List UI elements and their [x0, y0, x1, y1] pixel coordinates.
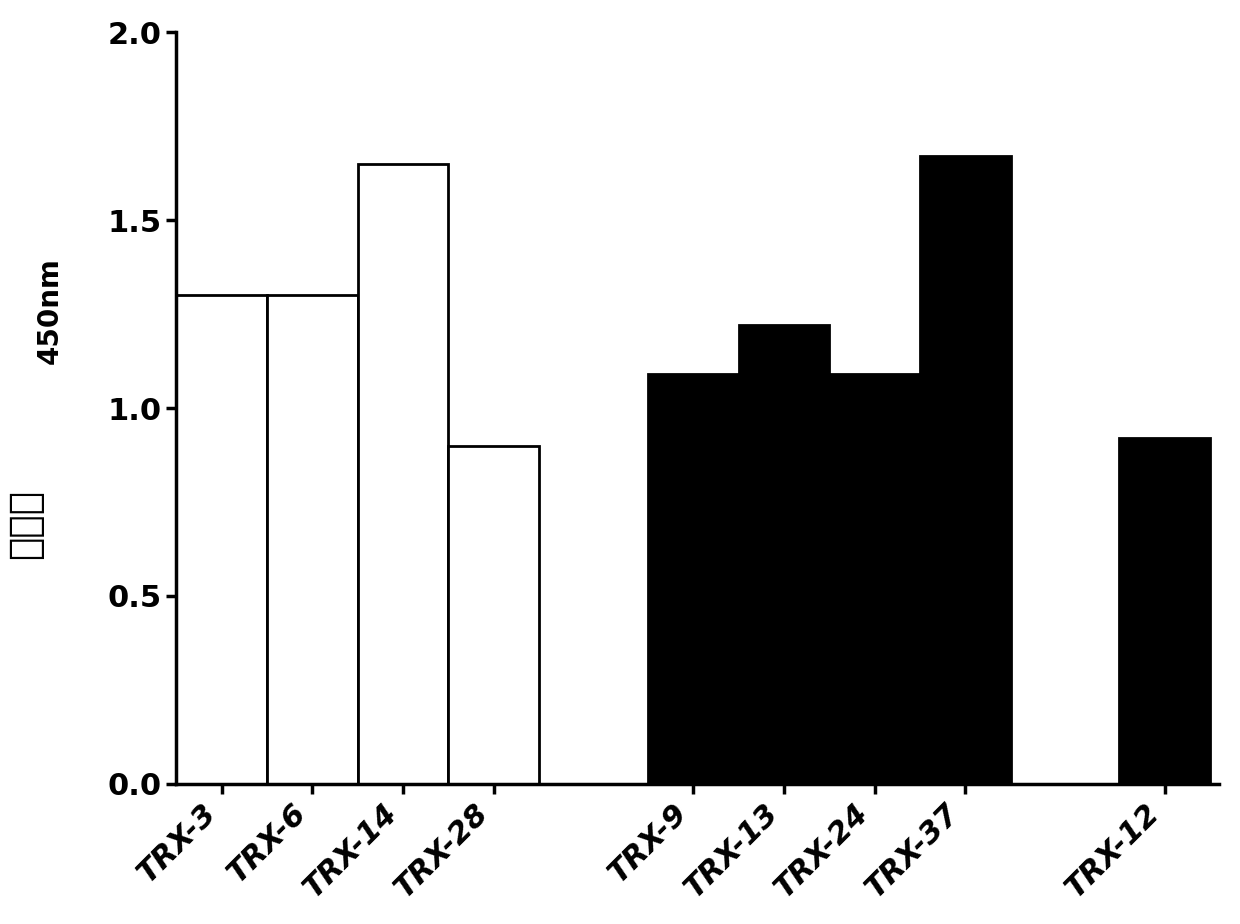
Bar — [920, 156, 1011, 784]
Bar — [1120, 438, 1210, 784]
Bar — [357, 164, 449, 784]
Bar — [830, 374, 920, 784]
Bar — [739, 325, 830, 784]
Text: 吸光値: 吸光値 — [6, 489, 43, 559]
Bar — [176, 296, 267, 784]
Bar — [647, 374, 739, 784]
Bar — [267, 296, 357, 784]
Text: 450nm: 450nm — [36, 257, 63, 363]
Bar — [449, 445, 539, 784]
